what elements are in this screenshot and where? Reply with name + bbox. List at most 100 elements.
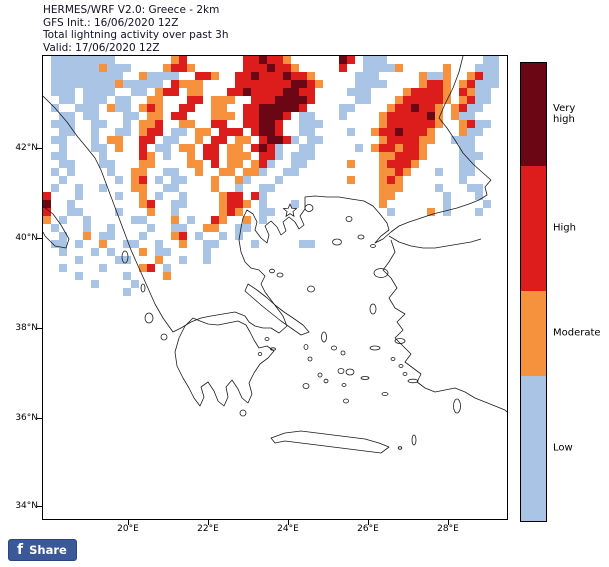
lightning-cell: [387, 104, 395, 112]
lon-tick-label: 28°E: [437, 524, 459, 534]
lightning-cell: [243, 120, 251, 128]
lightning-cell: [155, 72, 163, 80]
lightning-cell: [299, 80, 307, 88]
lightning-cell: [467, 112, 475, 120]
lightning-cell: [403, 152, 411, 160]
lightning-cell: [107, 56, 115, 64]
lightning-cell: [291, 200, 299, 208]
lightning-cell: [59, 232, 67, 240]
lightning-cell: [475, 80, 483, 88]
lightning-cell: [99, 64, 107, 72]
lightning-cell: [171, 136, 179, 144]
lightning-cell: [251, 168, 259, 176]
lightning-cell: [291, 104, 299, 112]
colorbar: [520, 62, 547, 522]
lightning-cell: [387, 120, 395, 128]
lightning-cell: [83, 96, 91, 104]
lightning-cell: [227, 168, 235, 176]
lightning-cell: [179, 224, 187, 232]
lightning-cell: [443, 88, 451, 96]
lightning-cell: [483, 88, 491, 96]
lightning-cell: [355, 88, 363, 96]
lightning-cell: [59, 88, 67, 96]
lightning-cell: [179, 144, 187, 152]
lightning-cell: [75, 192, 83, 200]
lightning-cell: [339, 64, 347, 72]
lightning-cell: [187, 152, 195, 160]
lightning-cell: [91, 80, 99, 88]
lightning-cell: [139, 120, 147, 128]
lightning-cell: [179, 64, 187, 72]
lightning-cell: [75, 240, 83, 248]
lightning-cell: [43, 208, 51, 216]
lightning-cell: [483, 64, 491, 72]
lightning-cell: [211, 240, 219, 248]
lightning-cell: [491, 72, 499, 80]
lightning-cell: [299, 128, 307, 136]
lightning-cell: [51, 168, 59, 176]
lightning-cell: [187, 88, 195, 96]
lightning-cell: [187, 96, 195, 104]
lightning-cell: [299, 72, 307, 80]
lightning-cell: [371, 72, 379, 80]
lightning-cell: [347, 104, 355, 112]
lightning-cell: [395, 152, 403, 160]
lightning-cell: [467, 152, 475, 160]
lightning-cell: [347, 160, 355, 168]
lightning-cell: [235, 192, 243, 200]
lightning-cell: [475, 120, 483, 128]
lightning-cell: [291, 80, 299, 88]
lightning-cell: [91, 88, 99, 96]
lightning-cell: [387, 136, 395, 144]
lightning-cell: [259, 56, 267, 64]
lightning-cell: [235, 160, 243, 168]
lightning-cell: [171, 208, 179, 216]
lightning-cell: [475, 104, 483, 112]
lightning-cell: [275, 136, 283, 144]
lightning-cell: [259, 80, 267, 88]
lightning-cell: [467, 128, 475, 136]
lightning-cell: [395, 120, 403, 128]
lightning-cell: [155, 112, 163, 120]
lightning-cell: [283, 88, 291, 96]
lightning-cell: [131, 280, 139, 288]
lightning-cell: [131, 88, 139, 96]
lightning-cell: [75, 272, 83, 280]
lightning-cell: [259, 128, 267, 136]
lightning-cell: [171, 232, 179, 240]
lightning-cell: [59, 216, 67, 224]
lightning-cell: [363, 96, 371, 104]
lightning-cell: [131, 80, 139, 88]
lightning-cell: [299, 104, 307, 112]
lightning-cell: [427, 88, 435, 96]
lightning-cell: [59, 264, 67, 272]
lightning-cell: [91, 120, 99, 128]
lightning-cell: [163, 64, 171, 72]
lightning-cell: [179, 232, 187, 240]
lightning-cell: [211, 112, 219, 120]
lightning-cell: [171, 168, 179, 176]
lightning-cell: [195, 96, 203, 104]
lightning-cell: [291, 168, 299, 176]
lightning-cell: [307, 120, 315, 128]
facebook-share-button[interactable]: f Share: [8, 539, 77, 561]
lightning-cell: [187, 80, 195, 88]
lightning-cell: [123, 288, 131, 296]
lightning-cell: [155, 256, 163, 264]
lightning-cell: [259, 72, 267, 80]
lightning-cell: [283, 72, 291, 80]
lightning-cell: [275, 176, 283, 184]
lightning-cell: [267, 136, 275, 144]
lightning-cell: [467, 168, 475, 176]
lightning-cell: [371, 144, 379, 152]
lightning-cell: [211, 184, 219, 192]
lightning-cell: [211, 176, 219, 184]
lightning-cell: [251, 96, 259, 104]
lightning-cell: [227, 128, 235, 136]
lightning-cell: [51, 80, 59, 88]
lightning-cell: [219, 216, 227, 224]
lightning-cell: [299, 160, 307, 168]
lightning-cell: [467, 160, 475, 168]
lightning-cell: [251, 88, 259, 96]
lightning-cell: [83, 104, 91, 112]
